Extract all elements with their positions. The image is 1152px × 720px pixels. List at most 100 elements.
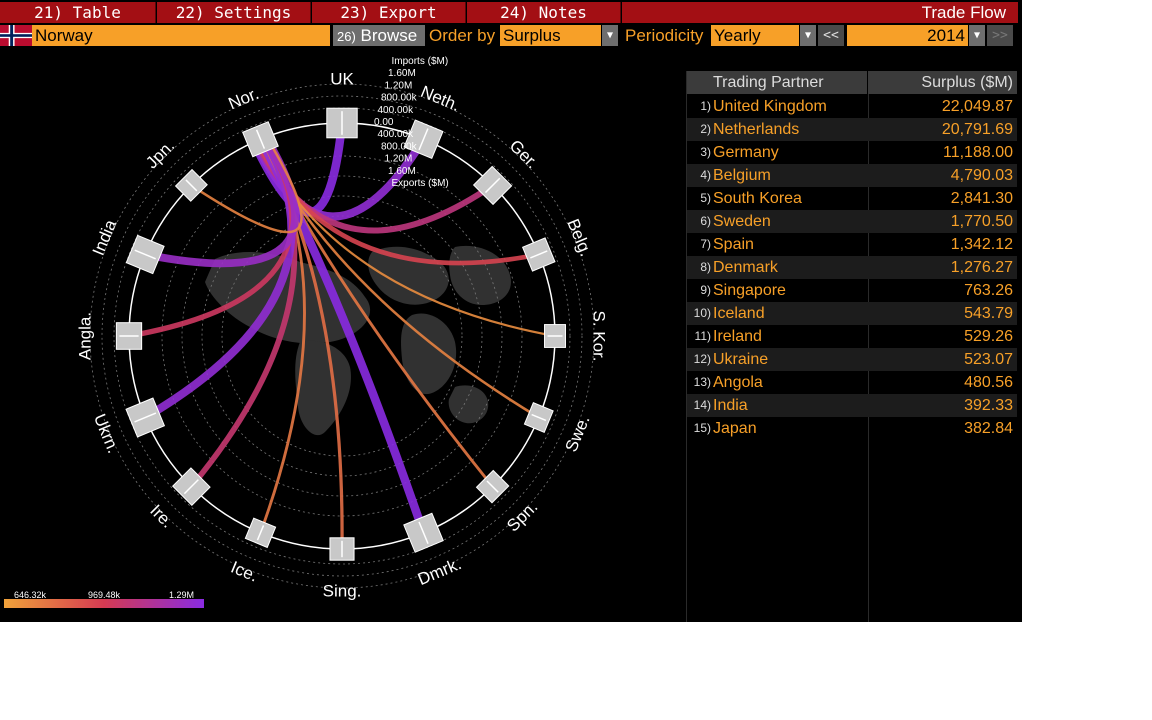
partner-box[interactable] <box>403 512 444 553</box>
scale-label: 1.60M <box>388 166 416 177</box>
table-row[interactable]: 9) Singapore 763.26 <box>687 279 1017 302</box>
partner-cell: Ukraine <box>713 351 769 368</box>
table-row[interactable]: 2) Netherlands 20,791.69 <box>687 118 1017 141</box>
partner-cell: Iceland <box>713 305 765 322</box>
rank-cell: 8) <box>700 260 711 274</box>
trade-flow-window: 21) Table 22) Settings 23) Export 24) No… <box>0 0 1022 622</box>
partner-label: Jpn. <box>142 136 178 172</box>
surplus-column-header[interactable]: Surplus ($M) <box>868 71 1017 94</box>
partner-box[interactable] <box>125 397 166 438</box>
rank-cell: 10) <box>693 306 711 320</box>
browse-number: 26) <box>337 29 356 44</box>
order-by-select[interactable]: Surplus <box>500 25 601 46</box>
rank-cell: 11) <box>694 329 711 343</box>
partner-cell: South Korea <box>713 190 802 207</box>
color-legend: 646.32k 969.48k 1.29M <box>4 590 204 608</box>
table-row[interactable]: 6) Sweden 1,770.50 <box>687 210 1017 233</box>
rank-cell: 3) <box>700 145 711 159</box>
partner-box[interactable] <box>475 469 510 504</box>
home-country-box[interactable] <box>242 121 279 158</box>
notes-menu-button[interactable]: 24) Notes <box>467 2 621 23</box>
partner-cell: Singapore <box>713 282 786 299</box>
partner-box[interactable] <box>125 234 165 275</box>
table-row[interactable]: 15) Japan 382.84 <box>687 417 1017 440</box>
partner-box[interactable] <box>174 168 208 202</box>
partner-box[interactable] <box>472 165 513 206</box>
partner-label: Spn. <box>503 497 541 535</box>
partner-cell: Belgium <box>713 167 771 184</box>
table-row[interactable]: 4) Belgium 4,790.03 <box>687 164 1017 187</box>
browse-button[interactable]: 26) Browse <box>333 25 425 46</box>
app-title: Trade Flow <box>622 2 1018 23</box>
trading-partner-table: Trading Partner Surplus ($M) 1) United Ki… <box>686 71 1017 622</box>
partner-box[interactable] <box>115 322 143 350</box>
surplus-cell: 1,276.27 <box>950 259 1013 276</box>
partner-box-needle <box>484 177 501 194</box>
flow-chord[interactable] <box>190 143 303 234</box>
flow-chord[interactable] <box>141 139 299 268</box>
partner-box-needle <box>256 525 265 541</box>
surplus-cell: 22,049.87 <box>941 98 1013 115</box>
partner-box[interactable] <box>329 537 355 561</box>
surplus-cell: 392.33 <box>964 397 1013 414</box>
surplus-cell: 480.56 <box>964 374 1013 391</box>
partner-box[interactable] <box>521 237 556 272</box>
table-row[interactable]: 14) India 392.33 <box>687 394 1017 417</box>
toolbar: Norway 26) Browse Order by Surplus ▼ Per… <box>0 25 1022 47</box>
settings-menu-button[interactable]: 22) Settings <box>157 2 311 23</box>
surplus-cell: 523.07 <box>964 351 1013 368</box>
surplus-cell: 1,770.50 <box>950 213 1013 230</box>
order-by-dropdown-icon[interactable]: ▼ <box>602 25 618 46</box>
partner-box-needle <box>134 249 156 260</box>
scale-ring <box>89 83 595 589</box>
year-dropdown-icon[interactable]: ▼ <box>969 25 985 46</box>
surplus-cell: 1,342.12 <box>950 236 1013 253</box>
partner-box[interactable] <box>172 467 211 506</box>
table-row[interactable]: 8) Denmark 1,276.27 <box>687 256 1017 279</box>
surplus-cell: 529.26 <box>964 328 1013 345</box>
partner-label: Ger. <box>506 136 542 172</box>
partner-box[interactable] <box>326 107 358 139</box>
table-row[interactable]: 12) Ukraine 523.07 <box>687 348 1017 371</box>
table-row[interactable]: 11) Ireland 529.26 <box>687 325 1017 348</box>
table-row[interactable]: 10) Iceland 543.79 <box>687 302 1017 325</box>
partner-label: S. Kor. <box>590 310 609 361</box>
export-menu-button[interactable]: 23) Export <box>312 2 466 23</box>
scale-label: 1.20M <box>385 80 413 91</box>
table-row[interactable]: 1) United Kingdom 22,049.87 <box>687 95 1017 118</box>
periodicity-select[interactable]: Yearly <box>711 25 799 46</box>
scale-ring <box>101 95 583 577</box>
legend-min-label: 646.32k <box>14 590 47 600</box>
surplus-cell: 763.26 <box>964 282 1013 299</box>
surplus-cell: 543.79 <box>964 305 1013 322</box>
partner-label: Ice. <box>228 558 261 586</box>
periodicity-dropdown-icon[interactable]: ▼ <box>800 25 816 46</box>
partner-box[interactable] <box>244 517 277 549</box>
partner-box-needle <box>255 129 266 149</box>
partner-label: UK <box>330 69 354 88</box>
order-by-label: Order by <box>429 26 496 45</box>
scale-label: 800.00k <box>381 93 418 104</box>
table-row[interactable]: 5) South Korea 2,841.30 <box>687 187 1017 210</box>
norway-flag-icon <box>0 25 32 46</box>
rank-cell: 12) <box>693 352 711 366</box>
table-row[interactable]: 13) Angola 480.56 <box>687 371 1017 394</box>
partner-box[interactable] <box>544 324 566 348</box>
partner-label: Angla. <box>75 312 94 360</box>
partner-box[interactable] <box>403 119 444 160</box>
year-field[interactable]: 2014 <box>847 25 968 46</box>
partner-cell: Germany <box>713 144 779 161</box>
previous-year-button[interactable]: << <box>818 25 844 46</box>
scale-label: 800.00k <box>381 141 418 152</box>
next-year-button[interactable]: >> <box>987 25 1013 46</box>
partner-box-needle <box>183 479 199 495</box>
partner-column-header[interactable]: Trading Partner <box>687 71 867 94</box>
scale-label: 0.00 <box>374 117 394 128</box>
country-field[interactable]: Norway <box>32 25 330 46</box>
table-row[interactable]: 3) Germany 11,188.00 <box>687 141 1017 164</box>
periodicity-label: Periodicity <box>625 26 704 45</box>
partner-box[interactable] <box>523 402 554 434</box>
table-row[interactable]: 7) Spain 1,342.12 <box>687 233 1017 256</box>
table-menu-button[interactable]: 21) Table <box>0 2 156 23</box>
partner-box-needle <box>185 179 198 192</box>
